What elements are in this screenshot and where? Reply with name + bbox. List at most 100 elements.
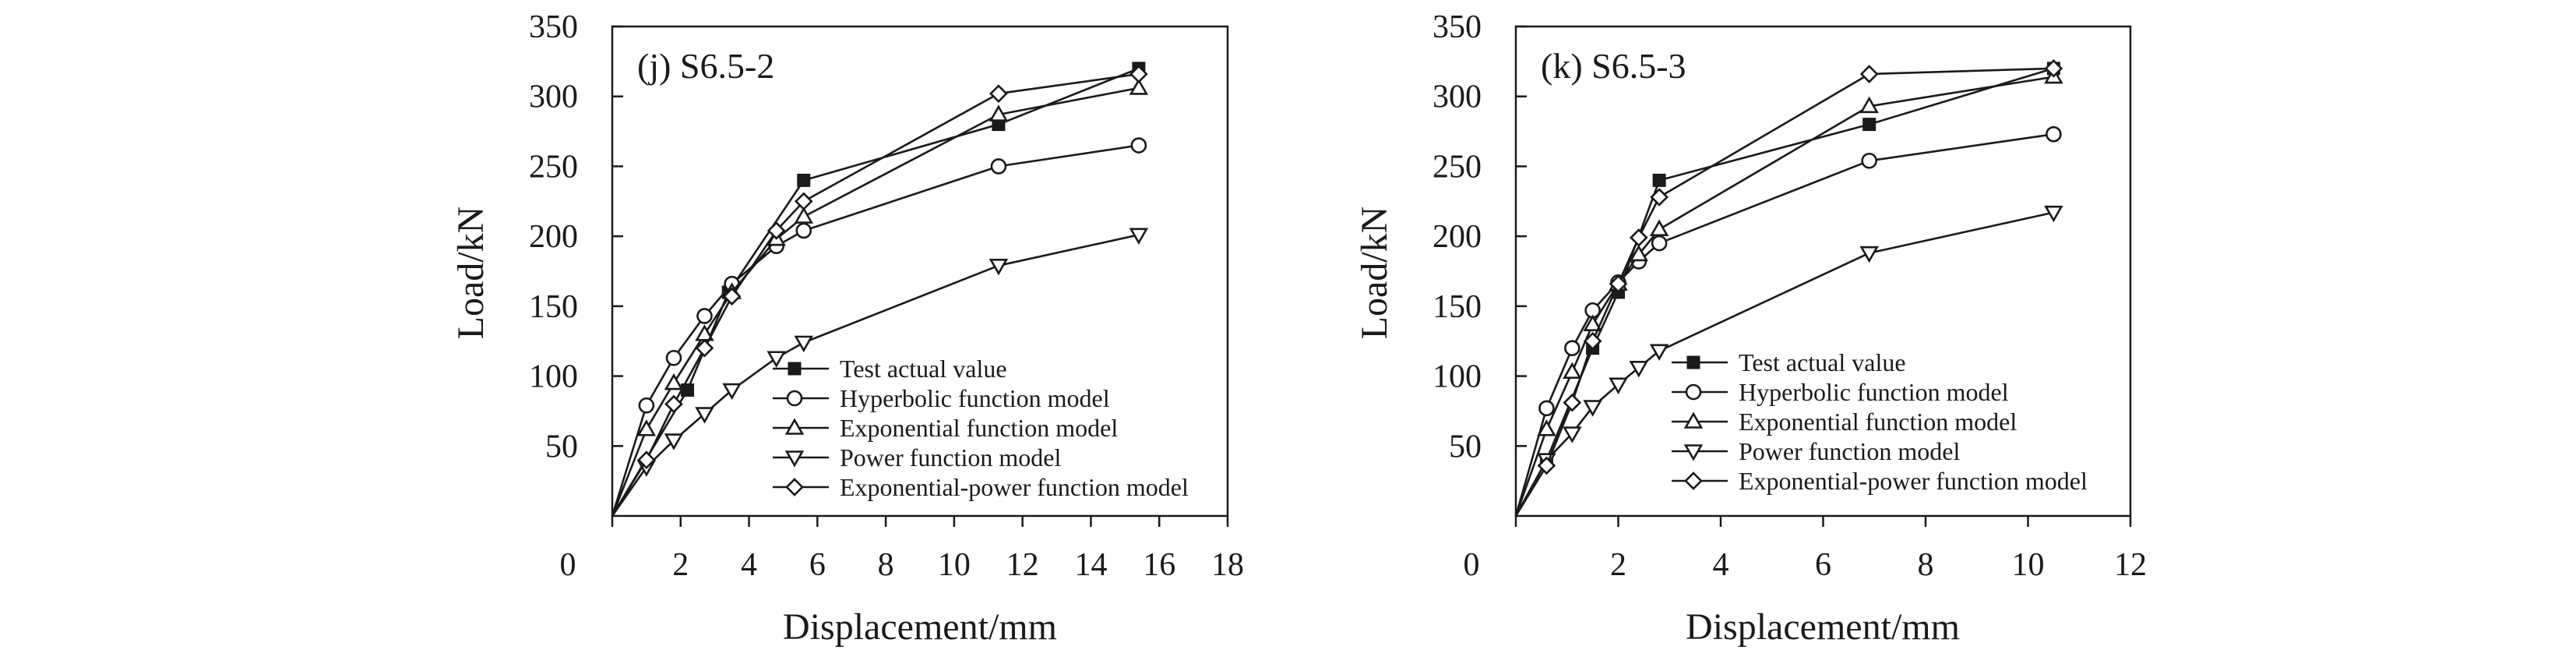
data-point xyxy=(988,104,1009,122)
y-tick-label: 300 xyxy=(529,79,578,115)
x-axis-title: Displacement/mm xyxy=(1686,606,1960,648)
series-exponential-power-function-model xyxy=(611,65,1148,517)
legend-label: Power function model xyxy=(1739,437,1961,465)
legend-marker xyxy=(785,478,804,496)
x-tick-label: 2 xyxy=(1610,547,1626,583)
data-point xyxy=(1649,219,1669,236)
legend-label: Exponential function model xyxy=(840,414,1118,442)
data-point xyxy=(1538,400,1555,417)
data-point xyxy=(766,221,786,240)
y-tick-label: 50 xyxy=(545,429,578,464)
data-point xyxy=(1564,340,1580,356)
legend-marker xyxy=(788,362,802,376)
legend-label: Power function model xyxy=(840,443,1062,472)
x-axis-title: Displacement/mm xyxy=(783,606,1057,648)
data-point xyxy=(1130,137,1147,154)
data-point xyxy=(636,419,657,436)
data-point xyxy=(665,349,682,366)
legend-marker xyxy=(784,418,805,435)
x-tick-label: 12 xyxy=(1006,547,1039,583)
data-point xyxy=(2044,205,2063,223)
legend-label: Exponential-power function model xyxy=(840,473,1189,501)
data-point xyxy=(1609,274,1628,293)
data-point xyxy=(1563,393,1582,412)
data-point xyxy=(1859,96,1879,114)
data-point xyxy=(1650,188,1669,207)
y-axis-title: Load/kN xyxy=(1354,207,1395,340)
data-point xyxy=(1129,65,1148,83)
data-point xyxy=(1129,228,1149,245)
data-point xyxy=(1861,152,1877,169)
data-point xyxy=(1609,377,1628,394)
legend-marker xyxy=(1685,383,1702,401)
data-point xyxy=(696,308,713,324)
data-point xyxy=(1563,426,1582,443)
data-point xyxy=(1651,235,1668,252)
data-point xyxy=(990,158,1007,175)
data-point xyxy=(637,450,656,470)
legend-marker xyxy=(786,390,803,407)
data-point xyxy=(794,207,814,224)
panel-label: (j) S6.5-2 xyxy=(637,46,774,86)
y-tick-label: 350 xyxy=(529,9,578,45)
legend-label: Test actual value xyxy=(1739,348,1906,376)
y-tick-label: 150 xyxy=(1432,289,1482,325)
x-tick-label: 8 xyxy=(878,547,894,583)
legend-marker xyxy=(1683,444,1704,461)
data-point xyxy=(795,222,812,239)
x-tick-label: 6 xyxy=(809,547,826,583)
y-tick-label: 200 xyxy=(529,219,578,255)
data-point xyxy=(766,351,786,368)
x-tick-label: 12 xyxy=(2114,547,2147,583)
data-point xyxy=(794,335,814,353)
data-point xyxy=(722,287,742,306)
series-power-function-model xyxy=(1514,205,2063,517)
y-tick-label: 100 xyxy=(529,359,578,395)
data-point xyxy=(1583,400,1602,417)
legend-marker xyxy=(1683,412,1704,429)
legend-label: Exponential function model xyxy=(1739,408,2017,436)
data-point xyxy=(1859,65,1879,83)
data-point xyxy=(1629,361,1649,378)
data-point xyxy=(989,84,1008,103)
x-tick-label: 18 xyxy=(1211,547,1244,583)
legend-marker xyxy=(784,450,805,468)
legend-marker xyxy=(1684,472,1703,490)
data-point xyxy=(1629,228,1648,247)
data-point xyxy=(1629,244,1649,262)
data-point xyxy=(664,433,684,450)
y-tick-label: 50 xyxy=(1449,429,1482,464)
data-point xyxy=(1537,419,1556,436)
x-tick-label: 2 xyxy=(672,547,689,583)
data-point xyxy=(695,407,714,424)
y-axis-title: Load/kN xyxy=(450,207,492,340)
x-tick-label: 16 xyxy=(1143,547,1175,583)
x-tick-label: 8 xyxy=(1918,547,1934,583)
data-point xyxy=(1583,331,1602,351)
y-tick-label: 200 xyxy=(1432,219,1482,255)
data-point xyxy=(2046,125,2062,143)
data-point xyxy=(2044,58,2063,78)
data-point xyxy=(1583,314,1602,331)
data-point xyxy=(794,192,813,211)
origin-label: 0 xyxy=(560,547,576,583)
data-point xyxy=(638,397,655,414)
data-point xyxy=(1649,344,1669,361)
legend-label: Hyperbolic function model xyxy=(1739,378,2009,406)
data-point xyxy=(1862,118,1876,132)
x-tick-label: 4 xyxy=(741,547,757,583)
plot-frame xyxy=(611,25,1229,517)
legend-label: Exponential-power function model xyxy=(1739,467,2088,495)
data-point xyxy=(988,259,1009,276)
legend-marker xyxy=(1686,355,1700,369)
y-tick-label: 150 xyxy=(529,289,578,325)
x-tick-label: 14 xyxy=(1074,547,1107,583)
y-tick-label: 350 xyxy=(1432,9,1482,45)
x-tick-label: 10 xyxy=(2012,547,2045,583)
y-tick-label: 250 xyxy=(1432,149,1482,185)
data-point xyxy=(1537,456,1556,475)
x-tick-label: 6 xyxy=(1815,547,1831,583)
data-point xyxy=(695,338,714,358)
